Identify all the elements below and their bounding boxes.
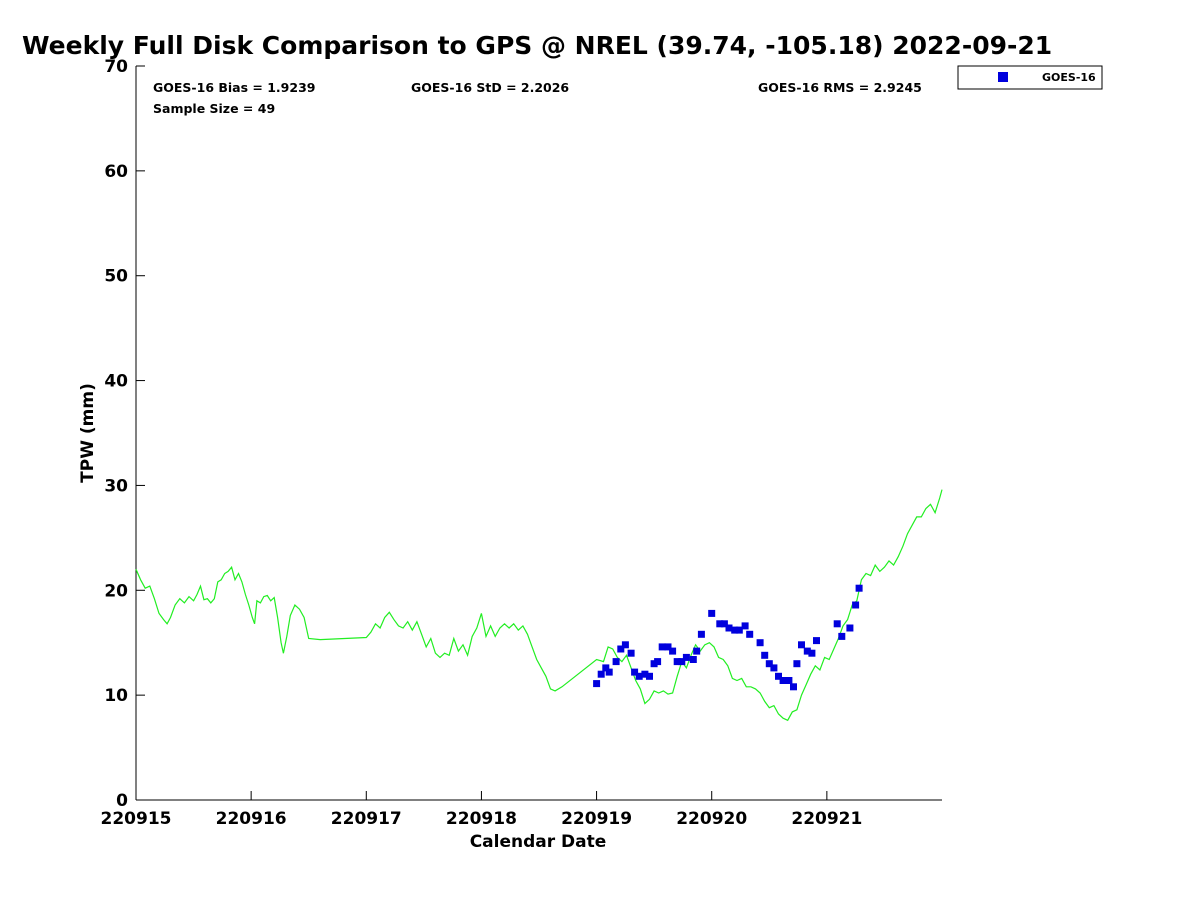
goes-data-point: [605, 668, 613, 676]
goes-data-point: [654, 658, 662, 666]
goes-data-point: [597, 670, 605, 678]
goes-data-point: [855, 584, 863, 592]
goes-data-point: [697, 630, 705, 638]
goes-data-point: [785, 677, 793, 684]
sample-size-stat: Sample Size = 49: [153, 101, 275, 116]
goes-data-point: [635, 672, 643, 680]
goes-data-point: [689, 656, 697, 663]
legend-box: [957, 65, 1103, 90]
goes-data-point: [646, 672, 653, 680]
goes-data-point: [765, 660, 773, 668]
goes-data-point: [846, 624, 854, 632]
goes-data-point: [693, 647, 701, 655]
goes-series-points: [593, 584, 863, 691]
x-tick-label: 220918: [446, 809, 517, 829]
x-ticks: 220915 220916 220917 220918 220919 220920 2209…: [101, 791, 862, 829]
goes-data-point: [708, 609, 716, 617]
y-tick-label: 40: [104, 372, 128, 392]
goes-data-point: [641, 670, 649, 678]
y-ticks: 0 10 20 30 40 50 60 70: [104, 57, 145, 811]
goes-data-point: [833, 620, 841, 628]
goes-data-point: [813, 637, 820, 645]
y-tick-label: 0: [116, 791, 128, 811]
y-tick-label: 60: [104, 162, 128, 182]
y-axis-label: TPW (mm): [78, 383, 98, 483]
legend: GOES-16: [957, 65, 1103, 90]
plot-area: [135, 66, 942, 801]
goes-data-point: [761, 651, 769, 659]
goes-data-point: [673, 658, 681, 666]
y-tick-label: 20: [104, 581, 128, 601]
goes-data-point: [682, 653, 690, 661]
goes-data-point: [678, 658, 686, 666]
goes-data-point: [731, 626, 739, 634]
goes-data-point: [621, 641, 629, 649]
goes-data-point: [798, 641, 805, 649]
goes-data-point: [593, 680, 601, 688]
goes-data-point: [779, 677, 787, 684]
x-tick-label: 220919: [561, 809, 632, 829]
goes-data-point: [658, 643, 666, 651]
y-tick-label: 30: [104, 476, 128, 496]
goes-data-point: [808, 649, 816, 657]
gps-series-line: [135, 489, 943, 722]
goes-data-point: [716, 620, 724, 628]
goes-data-point: [631, 668, 639, 676]
goes-data-point: [735, 626, 743, 634]
goes-data-point: [756, 639, 764, 647]
x-tick-label: 220916: [216, 809, 287, 829]
bias-stat: GOES-16 Bias = 1.9239: [153, 80, 315, 95]
goes-data-point: [790, 683, 797, 691]
x-tick-label: 220915: [101, 809, 172, 829]
x-tick-label: 220920: [676, 809, 747, 829]
goes-data-point: [627, 649, 635, 657]
goes-data-point: [775, 672, 782, 680]
x-tick-label: 220921: [791, 809, 862, 829]
goes-data-point: [852, 601, 860, 609]
y-tick-label: 10: [104, 686, 128, 706]
x-tick-label: 220917: [331, 809, 402, 829]
goes-data-point: [838, 632, 846, 640]
goes-data-point: [617, 645, 625, 653]
goes-data-point: [746, 630, 754, 638]
goes-data-point: [612, 658, 620, 666]
legend-label: GOES-16: [1042, 71, 1096, 84]
std-stat: GOES-16 StD = 2.2026: [411, 80, 569, 95]
goes-data-point: [602, 664, 610, 672]
goes-data-point: [725, 624, 733, 632]
goes-data-point: [741, 622, 749, 630]
goes-data-point: [664, 643, 672, 651]
legend-marker: [998, 72, 1008, 82]
goes-data-point: [770, 664, 778, 672]
rms-stat: GOES-16 RMS = 2.9245: [758, 80, 922, 95]
goes-data-point: [720, 620, 728, 628]
y-tick-label: 50: [104, 267, 128, 287]
y-tick-label: 70: [104, 57, 128, 77]
goes-data-point: [793, 660, 801, 668]
chart-title: Weekly Full Disk Comparison to GPS @ NRE…: [22, 31, 1052, 60]
goes-data-point: [803, 647, 811, 655]
x-axis-label: Calendar Date: [470, 832, 607, 852]
goes-data-point: [669, 647, 677, 655]
